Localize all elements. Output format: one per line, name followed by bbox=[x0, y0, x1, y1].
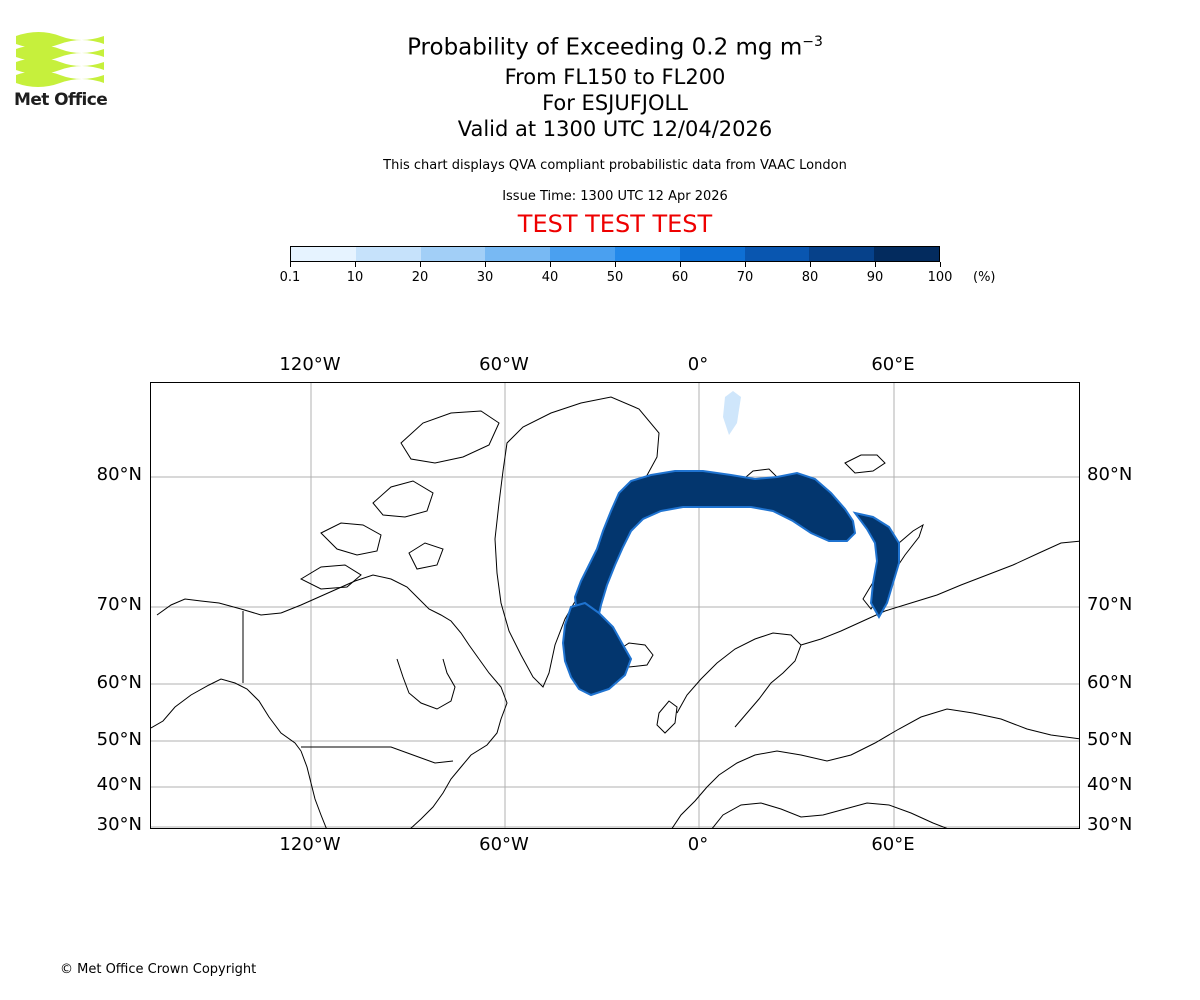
colorbar-unit: (%) bbox=[973, 270, 996, 285]
colorbar-segment bbox=[744, 247, 810, 261]
ash-plume bbox=[561, 391, 900, 697]
plume-east-arm bbox=[852, 511, 900, 620]
copyright: © Met Office Crown Copyright bbox=[60, 962, 257, 977]
plume-iceland-tail bbox=[561, 601, 633, 697]
logo-text: Met Office bbox=[14, 90, 108, 110]
colorbar-tick-label: 90 bbox=[866, 270, 884, 285]
title-main: Probability of Exceeding 0.2 mg m bbox=[407, 34, 803, 61]
plume-arc bbox=[573, 470, 857, 625]
colorbar-segment bbox=[679, 247, 745, 261]
volcano-name: For ESJUFJOLL bbox=[542, 90, 688, 115]
lat-label-left: 60°N bbox=[96, 672, 142, 693]
colorbar-tick-label: 0.1 bbox=[279, 270, 301, 285]
lat-label-right: 80°N bbox=[1087, 464, 1133, 485]
title-superscript: −3 bbox=[802, 34, 823, 50]
issue-time: Issue Time: 1300 UTC 12 Apr 2026 bbox=[502, 188, 728, 204]
met-office-logo: Met Office bbox=[14, 30, 108, 112]
coast-europe-mainland bbox=[671, 708, 1079, 828]
lon-label-bottom: 60°E bbox=[871, 834, 915, 855]
lat-label-right: 60°N bbox=[1087, 672, 1133, 693]
lat-label-left: 70°N bbox=[96, 594, 142, 615]
colorbar-segment bbox=[420, 247, 486, 261]
lat-label-left: 40°N bbox=[96, 774, 142, 795]
colorbar-tick bbox=[355, 262, 356, 267]
lon-label-top: 60°E bbox=[871, 354, 915, 375]
colorbar-tick-label: 40 bbox=[541, 270, 559, 285]
coast-russia-north bbox=[800, 540, 1079, 646]
colorbar-segment bbox=[809, 247, 875, 261]
colorbar-segment bbox=[874, 247, 939, 261]
lat-label-left: 50°N bbox=[96, 729, 142, 750]
lat-label-right: 50°N bbox=[1087, 729, 1133, 750]
gridlines bbox=[151, 383, 1079, 828]
colorbar-tick-label: 70 bbox=[736, 270, 754, 285]
met-office-wave-icon bbox=[16, 32, 104, 87]
lat-label-left: 30°N bbox=[96, 814, 142, 835]
border-us-canada bbox=[301, 746, 454, 764]
chart-title: Probability of Exceeding 0.2 mg m−3 bbox=[200, 26, 1030, 64]
colorbar-tick-label: 30 bbox=[476, 270, 494, 285]
colorbar-tick bbox=[615, 262, 616, 267]
colorbar-tick-label: 80 bbox=[801, 270, 819, 285]
colorbar-tick-label: 50 bbox=[606, 270, 624, 285]
map-panel bbox=[150, 382, 1080, 829]
test-banner: TEST TEST TEST bbox=[517, 209, 713, 238]
colorbar-tick-label: 100 bbox=[927, 270, 953, 285]
lat-label-right: 70°N bbox=[1087, 594, 1133, 615]
coast-us-east bbox=[410, 658, 508, 828]
coastlines bbox=[151, 396, 1079, 828]
lon-label-top: 120°W bbox=[279, 354, 341, 375]
flight-level-range: From FL150 to FL200 bbox=[504, 64, 726, 89]
title-block: Probability of Exceeding 0.2 mg m−3 From… bbox=[200, 26, 1030, 238]
colorbar-tick-label: 10 bbox=[346, 270, 364, 285]
coast-franz-josef bbox=[844, 454, 886, 474]
plume-wisp bbox=[723, 391, 741, 435]
colorbar-tick-label: 20 bbox=[411, 270, 429, 285]
colorbar-segment bbox=[550, 247, 615, 261]
colorbar-tick-label: 60 bbox=[671, 270, 689, 285]
colorbar-tick bbox=[550, 262, 551, 267]
colorbar bbox=[290, 246, 940, 262]
colorbar-tick bbox=[810, 262, 811, 267]
colorbar-tick bbox=[940, 262, 941, 267]
coast-canada-arctic bbox=[280, 574, 480, 660]
colorbar-tick bbox=[745, 262, 746, 267]
lon-label-bottom: 120°W bbox=[279, 834, 341, 855]
lat-label-right: 40°N bbox=[1087, 774, 1133, 795]
lon-label-bottom: 60°W bbox=[479, 834, 529, 855]
colorbar-tick bbox=[485, 262, 486, 267]
valid-time: Valid at 1300 UTC 12/04/2026 bbox=[457, 116, 773, 141]
lat-label-right: 30°N bbox=[1087, 814, 1133, 835]
coast-mediterranean bbox=[711, 802, 948, 828]
lat-label-left: 80°N bbox=[96, 464, 142, 485]
coast-greenland bbox=[494, 396, 660, 688]
coast-alaska bbox=[151, 678, 302, 752]
chart-description: This chart displays QVA compliant probab… bbox=[383, 157, 847, 173]
coast-scandinavia bbox=[676, 632, 802, 728]
colorbar-segment bbox=[485, 247, 551, 261]
colorbar-tick bbox=[875, 262, 876, 267]
coast-alaska-north bbox=[156, 598, 282, 616]
map-svg bbox=[151, 383, 1079, 828]
coast-uk bbox=[656, 700, 678, 734]
colorbar-segment bbox=[291, 247, 356, 261]
lon-label-bottom: 0° bbox=[687, 834, 709, 855]
colorbar-segment bbox=[355, 247, 421, 261]
lon-label-top: 0° bbox=[687, 354, 709, 375]
coast-hudson-bay bbox=[396, 658, 456, 710]
colorbar-tick bbox=[290, 262, 291, 267]
colorbar-segment bbox=[614, 247, 680, 261]
lon-label-top: 60°W bbox=[479, 354, 529, 375]
colorbar-tick bbox=[420, 262, 421, 267]
coast-us-west bbox=[300, 750, 327, 828]
colorbar-tick bbox=[680, 262, 681, 267]
coast-arctic-islands bbox=[299, 410, 500, 590]
